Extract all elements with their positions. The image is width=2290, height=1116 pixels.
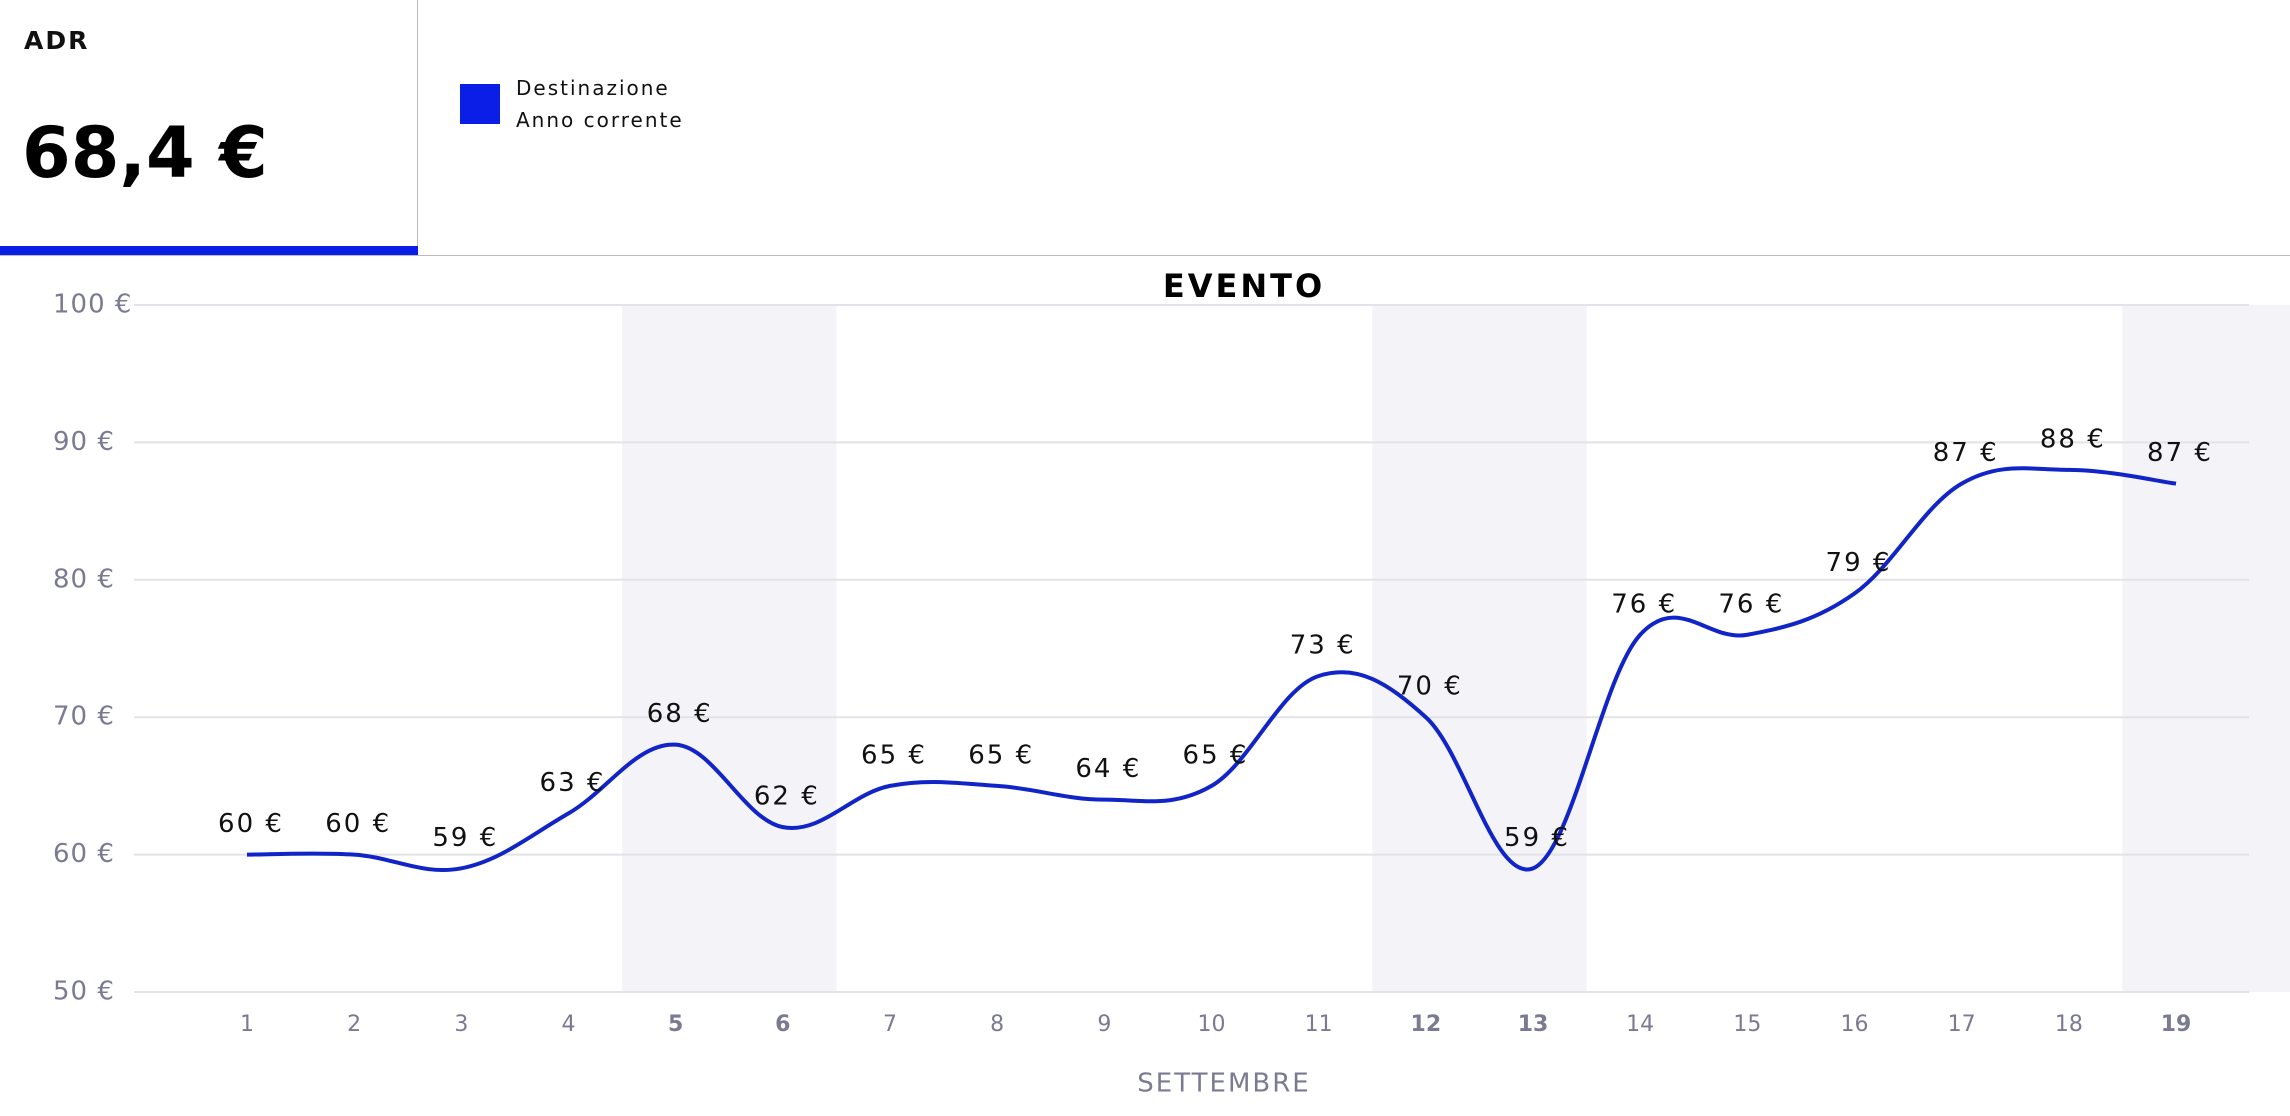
x-tick-label: 4 (562, 1012, 576, 1037)
x-tick-label: 2 (347, 1012, 361, 1037)
kpi-value: 68,4 € (22, 112, 268, 194)
y-tick-label: 60 € (53, 839, 115, 869)
kpi-label: ADR (24, 26, 90, 55)
x-tick-label: 14 (1626, 1012, 1654, 1037)
x-tick-label: 16 (1841, 1012, 1869, 1037)
x-tick-label: 12 (1411, 1012, 1442, 1037)
data-label: 87 € (1933, 438, 1999, 468)
highlight-band (1372, 305, 1480, 992)
data-label: 79 € (1826, 548, 1892, 578)
highlight-band (1479, 305, 1587, 992)
legend-swatch (460, 84, 500, 124)
data-label: 87 € (2147, 438, 2213, 468)
data-label: 68 € (647, 699, 713, 729)
x-tick-label: 13 (1518, 1012, 1549, 1037)
data-label: 59 € (432, 823, 498, 853)
x-tick-label: 3 (454, 1012, 468, 1037)
divider (0, 255, 2290, 256)
x-tick-label: 8 (990, 1012, 1004, 1037)
data-label: 60 € (218, 809, 284, 839)
data-label: 88 € (2040, 424, 2106, 454)
data-label: 60 € (325, 809, 391, 839)
x-axis-label: SETTEMBRE (1137, 1069, 1310, 1099)
data-label: 65 € (968, 740, 1034, 770)
chart-title: EVENTO (1163, 267, 1325, 305)
data-label: 70 € (1397, 672, 1463, 702)
highlight-band (622, 305, 730, 992)
data-label: 76 € (1718, 589, 1784, 619)
kpi-active-bar (0, 246, 418, 256)
legend: Destinazione Anno corrente (460, 72, 716, 136)
x-tick-label: 15 (1733, 1012, 1761, 1037)
data-label: 65 € (861, 740, 927, 770)
data-label: 73 € (1290, 630, 1356, 660)
y-tick-label: 100 € (53, 290, 132, 320)
x-tick-label: 7 (883, 1012, 897, 1037)
data-label: 59 € (1504, 823, 1570, 853)
y-tick-label: 70 € (53, 702, 115, 732)
x-tick-label: 17 (1948, 1012, 1976, 1037)
x-tick-label: 5 (668, 1012, 683, 1037)
y-tick-label: 90 € (53, 427, 115, 457)
x-tick-label: 11 (1305, 1012, 1333, 1037)
x-tick-label: 9 (1097, 1012, 1111, 1037)
highlight-band (2122, 305, 2290, 992)
background-layer (622, 305, 2290, 992)
x-tick-label: 19 (2161, 1012, 2192, 1037)
y-tick-label: 50 € (53, 977, 115, 1007)
data-label: 65 € (1183, 740, 1249, 770)
y-tick-label: 80 € (53, 564, 115, 594)
data-label: 76 € (1611, 589, 1677, 619)
line (246, 466, 2177, 873)
x-tick-label: 10 (1198, 1012, 1226, 1037)
data-label: 63 € (540, 768, 606, 798)
highlight-band (729, 305, 837, 992)
legend-label: Destinazione Anno corrente (516, 76, 684, 132)
kpi-card: ADR 68,4 € (0, 0, 418, 256)
x-tick-label: 18 (2055, 1012, 2083, 1037)
x-tick-label: 6 (775, 1012, 790, 1037)
data-label: 62 € (754, 782, 820, 812)
x-tick-label: 1 (240, 1012, 254, 1037)
data-label: 64 € (1075, 754, 1141, 784)
